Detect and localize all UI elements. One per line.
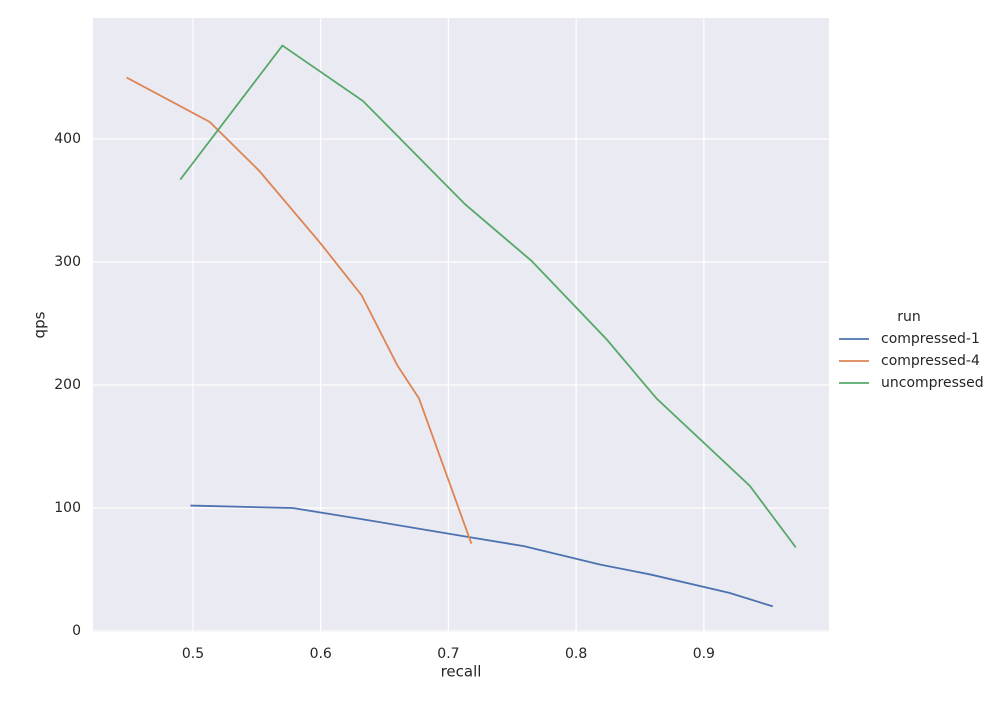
x-tick-label: 0.8 (565, 646, 587, 662)
legend-label: compressed-4 (881, 353, 980, 369)
line (190, 504, 774, 608)
legend-title: run (897, 309, 921, 325)
line (179, 44, 797, 548)
x-tick-label: 0.7 (437, 646, 459, 662)
legend-label: uncompressed (881, 375, 984, 391)
plot-area (93, 18, 829, 632)
y-tick-label: 200 (54, 377, 81, 393)
x-tick-label: 0.6 (310, 646, 332, 662)
x-axis-label: recall (441, 663, 482, 681)
y-tick-label: 100 (54, 500, 81, 516)
y-tick-label: 400 (54, 131, 81, 147)
x-tick-label: 0.9 (693, 646, 715, 662)
y-tick-label: 0 (72, 623, 81, 639)
y-axis-label: qps (31, 311, 49, 338)
x-tick-label: 0.5 (182, 646, 204, 662)
y-tick-label: 300 (54, 254, 81, 270)
legend-label: compressed-1 (881, 331, 980, 347)
